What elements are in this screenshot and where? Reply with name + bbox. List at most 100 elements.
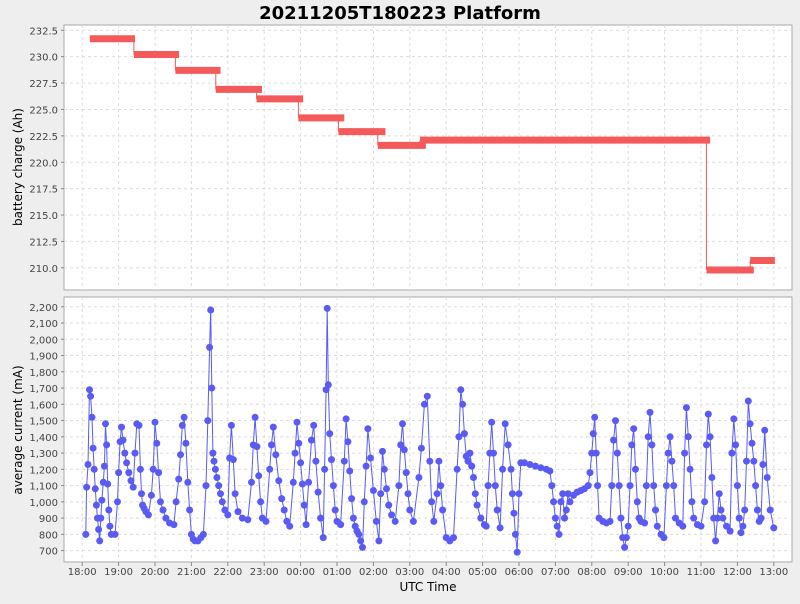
current-point xyxy=(84,461,92,468)
y-tick-label: 210.0 xyxy=(29,264,58,275)
y-tick-label: 800 xyxy=(39,530,58,541)
current-point xyxy=(566,498,574,506)
current-point xyxy=(115,469,123,477)
current-point xyxy=(612,417,619,425)
current-point xyxy=(162,514,170,522)
x-tick-label: 07:00 xyxy=(541,567,570,578)
current-point xyxy=(121,449,129,457)
current-point xyxy=(681,449,689,457)
current-point xyxy=(266,465,274,473)
current-point xyxy=(257,498,265,506)
current-point xyxy=(439,506,447,514)
current-point xyxy=(355,530,363,538)
current-point xyxy=(584,482,592,490)
current-point xyxy=(400,446,408,454)
current-point xyxy=(633,498,641,506)
current-point xyxy=(708,474,716,481)
current-point xyxy=(317,514,325,522)
current-point xyxy=(750,457,758,465)
current-point xyxy=(186,506,194,514)
x-tick-label: 01:00 xyxy=(323,567,352,578)
current-point xyxy=(484,482,492,490)
current-point xyxy=(632,465,639,473)
y-tick-label: 232.5 xyxy=(29,26,58,37)
current-point xyxy=(744,397,752,405)
current-point xyxy=(515,490,523,498)
current-point xyxy=(684,433,692,441)
current-point xyxy=(172,498,180,506)
current-point xyxy=(118,423,125,431)
current-point xyxy=(184,478,192,486)
current-series xyxy=(82,304,778,556)
current-point xyxy=(275,477,283,485)
current-point xyxy=(741,506,749,514)
y-tick-label: 1,100 xyxy=(29,482,58,493)
current-point xyxy=(202,482,210,490)
y-tick-label: 1,700 xyxy=(29,384,58,395)
current-point xyxy=(662,482,670,490)
current-point xyxy=(96,537,104,545)
current-point xyxy=(701,498,709,506)
y-tick-label: 2,100 xyxy=(29,319,58,330)
current-point xyxy=(719,514,727,522)
current-point xyxy=(178,421,186,429)
current-point xyxy=(104,480,112,488)
current-point xyxy=(621,543,629,551)
current-point xyxy=(289,478,297,486)
y-tick-label: 1,400 xyxy=(29,433,58,444)
current-point xyxy=(690,514,698,522)
current-point xyxy=(652,506,659,514)
current-point xyxy=(504,441,512,449)
current-point xyxy=(466,449,474,457)
current-point xyxy=(312,457,320,465)
current-point xyxy=(468,462,476,470)
current-point xyxy=(712,537,720,545)
current-point xyxy=(562,506,570,514)
current-point xyxy=(650,482,658,490)
current-point xyxy=(92,501,100,509)
current-point xyxy=(630,425,638,433)
current-point xyxy=(499,465,507,473)
current-point xyxy=(175,475,183,483)
charge-y-tick-labels: 210.0 212.5 215.0 217.5 220.0 222.5 225.0 227.5… xyxy=(29,26,64,275)
current-point xyxy=(726,527,734,535)
current-point xyxy=(204,417,212,425)
current-point xyxy=(105,506,113,514)
current-point xyxy=(293,418,301,426)
y-tick-label: 217.5 xyxy=(29,185,58,196)
current-point xyxy=(360,498,368,506)
current-point xyxy=(100,462,108,470)
current-point xyxy=(180,413,188,421)
current-point xyxy=(735,514,743,522)
current-point xyxy=(308,436,315,444)
y-tick-label: 2,200 xyxy=(29,303,58,314)
current-point xyxy=(646,408,654,416)
current-point xyxy=(170,521,178,529)
current-point xyxy=(337,521,345,529)
current-point xyxy=(679,522,687,530)
y-tick-label: 1,900 xyxy=(29,352,58,363)
y-tick-label: 900 xyxy=(39,514,58,525)
current-point xyxy=(83,483,91,491)
current-point xyxy=(423,392,431,400)
current-point xyxy=(349,514,357,522)
current-point xyxy=(477,514,485,522)
current-point xyxy=(357,537,365,545)
current-point xyxy=(229,456,237,464)
current-point xyxy=(761,426,769,434)
current-point xyxy=(664,449,672,457)
current-point xyxy=(227,421,235,429)
current-point xyxy=(159,506,167,514)
current-point xyxy=(399,420,406,428)
current-point xyxy=(622,534,630,542)
current-point xyxy=(244,516,252,524)
current-point xyxy=(215,482,223,490)
current-point xyxy=(591,413,599,421)
current-point xyxy=(238,514,246,522)
x-tick-label: 06:00 xyxy=(505,567,534,578)
current-point xyxy=(752,482,760,490)
current-point xyxy=(298,480,306,488)
current-point xyxy=(406,506,414,514)
current-point xyxy=(224,511,232,519)
